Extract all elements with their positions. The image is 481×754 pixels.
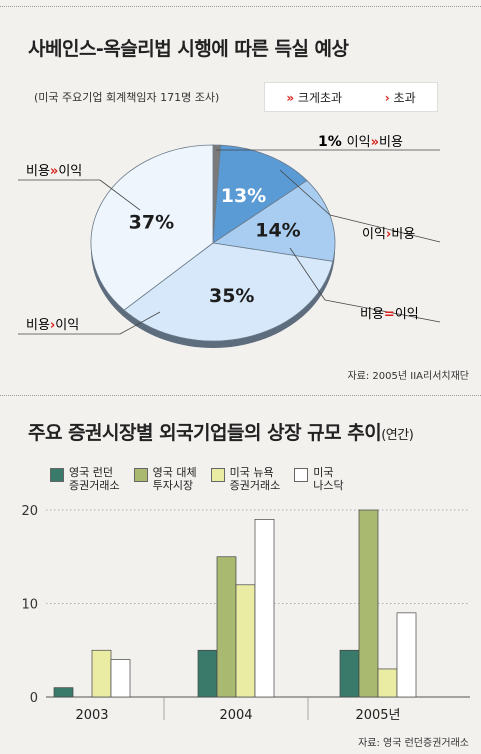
pie-chart: 13% 14% 35% 37% (90, 144, 336, 348)
pie-slice-1 (212, 144, 308, 244)
bar-0-0 (53, 687, 74, 698)
pie-slice-4 (90, 144, 214, 311)
bar-1-1 (216, 556, 237, 698)
outer-label-14pct: 비용=이익 (360, 307, 419, 322)
underline-13pct (329, 214, 441, 243)
pie-legend: » 크게초과 › 초과 (264, 82, 438, 112)
bar-0-2 (91, 649, 112, 698)
outer-label-13pct: 이익›비용 (362, 227, 415, 242)
pie-value-label-3: 35% (209, 285, 254, 307)
y-tick-10: 10 (21, 598, 38, 613)
underline-14pct (324, 299, 441, 323)
y-tick-0: 0 (30, 691, 38, 706)
bar-2-1 (358, 509, 379, 698)
x-tick-2: 2005년 (355, 708, 400, 723)
outer-label-37pct: 비용»이익 (26, 164, 82, 179)
pie-source: 자료: 2005년 IIA리서치재단 (347, 371, 469, 382)
pie-slice-2 (211, 180, 336, 262)
legend-item-nyse: 미국 뉴욕 증권거래소 (210, 466, 280, 492)
bar-source: 자료: 영국 런던증권거래소 (358, 738, 469, 749)
legend-item-london: 영국 런던 증권거래소 (50, 466, 120, 492)
pie-value-label-1: 13% (221, 185, 266, 207)
x-tick-0: 2003 (75, 708, 108, 723)
legend-item-aim: 영국 대체 투자시장 (133, 466, 197, 492)
outer-label-1pct: 1% 이익»비용 (318, 134, 403, 150)
legend-strong: » 크게초과 (286, 90, 343, 105)
leader-13pct (279, 169, 331, 216)
bar-0-3 (110, 659, 131, 698)
leader-14pct (289, 247, 326, 301)
pie-value-label-2: 14% (255, 220, 300, 242)
pie-subtitle: (미국 주요기업 회계책임자 171명 조사) (34, 91, 220, 104)
bar-2-0 (339, 649, 360, 698)
bar-title: 주요 증권시장별 외국기업들의 상장 규모 추이(연간) (28, 422, 414, 444)
leader-37pct (99, 179, 141, 211)
bar-2-2 (377, 668, 398, 698)
pie-value-label-4: 37% (129, 212, 174, 234)
x-tick-1: 2004 (219, 708, 252, 723)
pie-title: 사베인스-옥슬리법 시행에 따른 득실 예상 (28, 38, 349, 60)
leader-35pct (119, 311, 161, 335)
bar-1-2 (235, 584, 256, 698)
bar-chart: 0 10 20 2003 2004 2005년 (21, 504, 470, 723)
mid-divider (0, 395, 481, 396)
bar-1-3 (254, 518, 275, 698)
bar-1-0 (197, 649, 218, 698)
legend-weak: › 초과 (384, 90, 416, 105)
pie-slice-3 (123, 242, 334, 342)
legend-item-nasdaq: 미국 나스닥 (294, 466, 344, 492)
y-tick-20: 20 (21, 504, 38, 519)
bar-2-3 (396, 612, 417, 698)
outer-label-35pct: 비용›이익 (26, 318, 79, 333)
bar-legend: 영국 런던 증권거래소 영국 대체 투자시장 미국 뉴욕 증권거래소 미국 나스닥 (50, 466, 344, 492)
top-divider (0, 6, 481, 7)
